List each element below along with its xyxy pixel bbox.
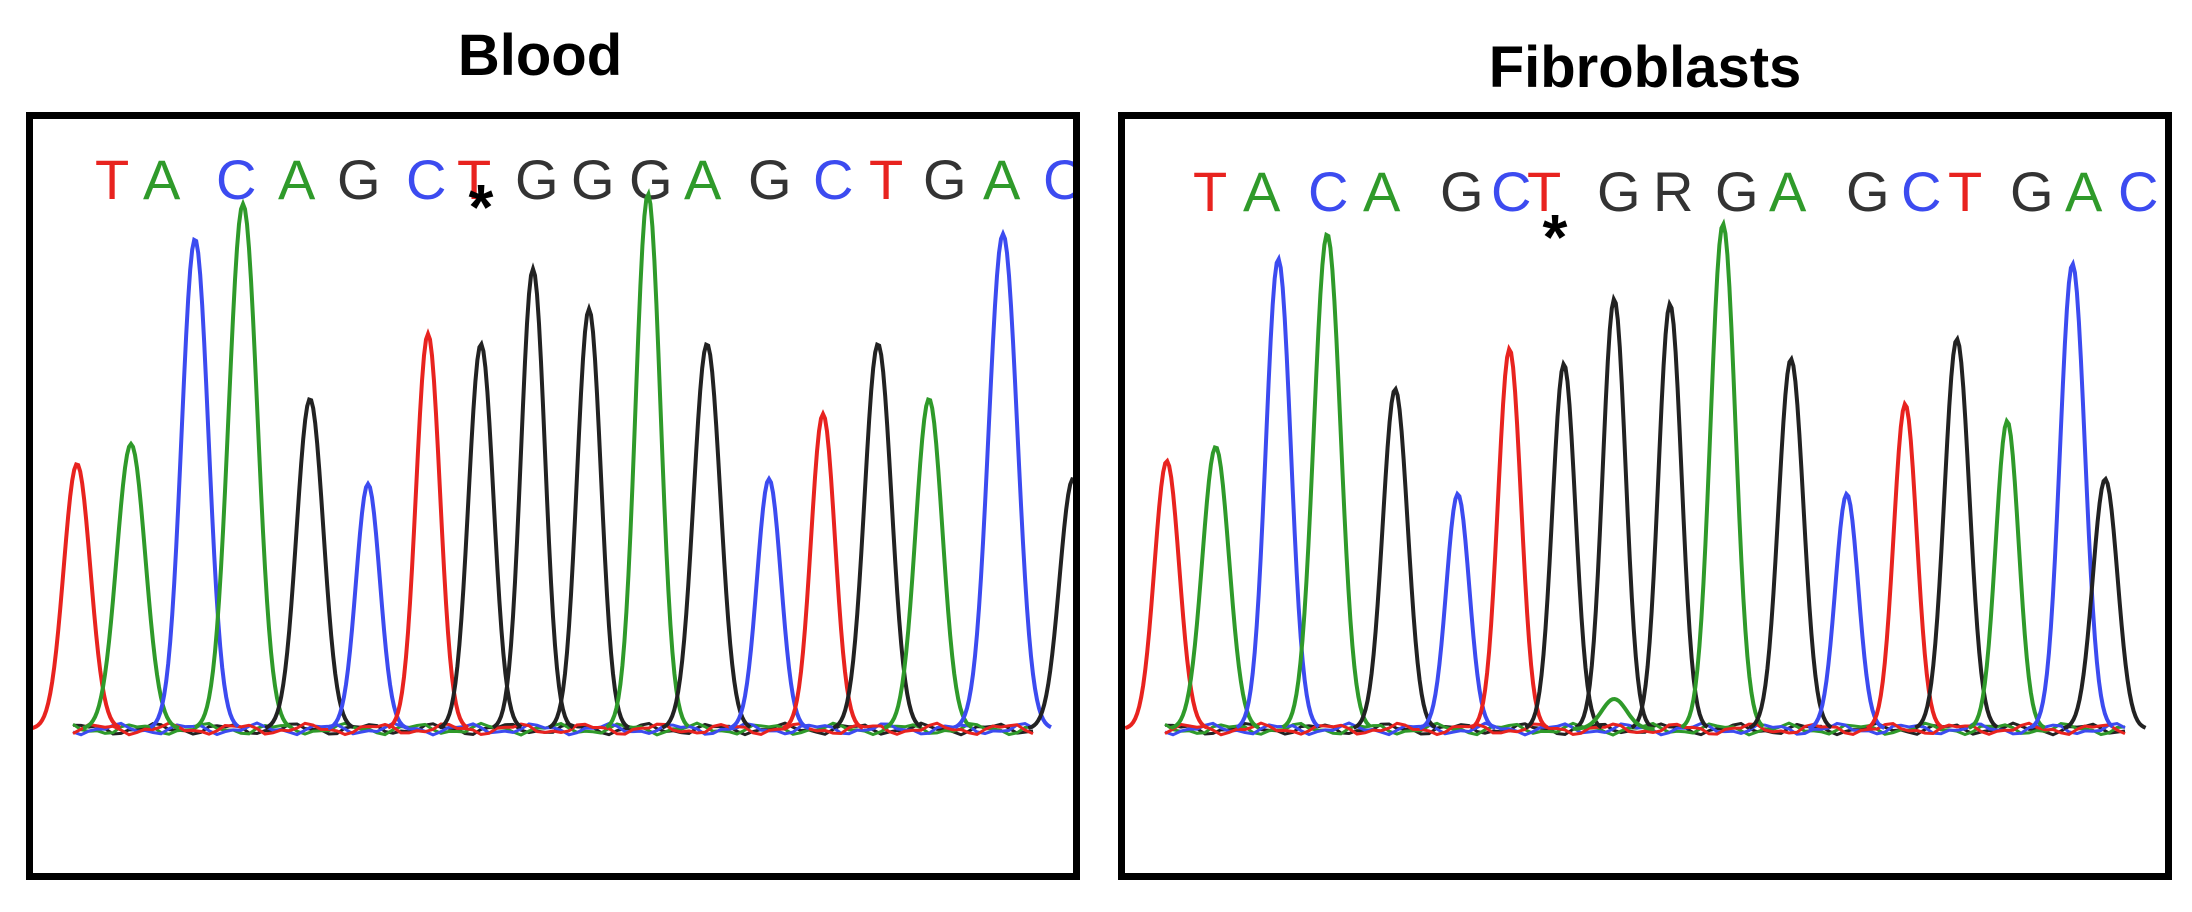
trace-peak: [1470, 343, 1549, 730]
trace-peak: [1125, 457, 1209, 730]
base-call-letter: C: [406, 148, 447, 211]
base-call-letter: T: [1948, 160, 1983, 223]
base-call-letter: G: [1440, 160, 1484, 223]
panel-title-blood: Blood: [457, 23, 623, 88]
trace-peak: [605, 188, 690, 729]
base-call-letter: A: [2065, 160, 2103, 223]
base-call-letter: T: [1193, 160, 1228, 223]
base-call-letter: C: [216, 148, 257, 211]
variant-marker-asterisk: *: [1543, 201, 1568, 273]
trace-peak: [2029, 258, 2115, 730]
base-call-letter: T: [95, 148, 130, 211]
base-call-letter: G: [571, 148, 615, 211]
trace-peak: [327, 480, 409, 731]
trace-peak: [194, 198, 292, 729]
base-call-letter: G: [1715, 160, 1759, 223]
baseline-noise-trace: [72, 721, 1034, 737]
trace-peak: [1574, 293, 1653, 730]
trace-peak: [832, 341, 923, 730]
trace-peak: [1807, 490, 1886, 731]
trace-peak: [1027, 476, 1073, 731]
trace-peak: [264, 397, 355, 730]
base-call-letter: G: [1597, 160, 1641, 223]
base-call-letter: A: [1243, 160, 1281, 223]
trace-peak: [1967, 416, 2046, 730]
base-call-letter: G: [337, 148, 381, 211]
trace-peak: [33, 462, 122, 730]
trace-peak: [1281, 231, 1372, 729]
base-call-letter: G: [515, 148, 559, 211]
baseline-noise-trace: [72, 721, 1034, 737]
base-call-letter: C: [1901, 160, 1942, 223]
base-call-letter: C: [1043, 148, 1080, 211]
trace-peak: [1352, 384, 1437, 730]
base-call-letter: C: [813, 148, 854, 211]
base-call-letter: C: [1491, 160, 1532, 223]
trace-peak: [149, 236, 240, 729]
trace-peak: [1680, 218, 1765, 729]
base-call-letter: C: [2118, 160, 2159, 223]
base-call-letter: T: [869, 148, 904, 211]
base-call-letter: T: [457, 148, 492, 211]
base-call-letter: A: [684, 148, 722, 211]
trace-peak: [1748, 354, 1833, 730]
trace-peak: [2063, 475, 2147, 731]
base-call-letter: A: [143, 148, 181, 211]
base-call-letter: C: [1308, 160, 1349, 223]
trace-peak: [1235, 253, 1320, 730]
variant-marker-asterisk: *: [469, 171, 494, 243]
base-call-letter: G: [1846, 160, 1890, 223]
base-call-letter: G: [923, 148, 967, 211]
base-call-letter: G: [748, 148, 792, 211]
base-call-letter: G: [2010, 160, 2054, 223]
trace-peak: [954, 228, 1052, 729]
trace-peak: [548, 302, 630, 730]
chromatogram-trace: *: [1125, 201, 2147, 737]
base-call-letter: A: [278, 148, 316, 211]
base-call-letter: T: [1527, 160, 1562, 223]
trace-peak: [491, 262, 575, 730]
baseline-noise-trace: [1164, 721, 2126, 737]
trace-peak: [1572, 696, 1655, 731]
base-call-letter: A: [983, 148, 1021, 211]
base-call-letter: A: [1363, 160, 1401, 223]
base-call-letter: A: [1769, 160, 1807, 223]
trace-peak: [883, 397, 974, 730]
panel-title-fibroblasts: Fibroblasts: [1488, 35, 1802, 100]
base-call-letter: R: [1653, 160, 1694, 223]
trace-peak: [661, 341, 752, 730]
trace-peak: [1170, 445, 1260, 730]
chromatogram-trace: *: [33, 171, 1073, 737]
trace-peak: [782, 409, 864, 730]
